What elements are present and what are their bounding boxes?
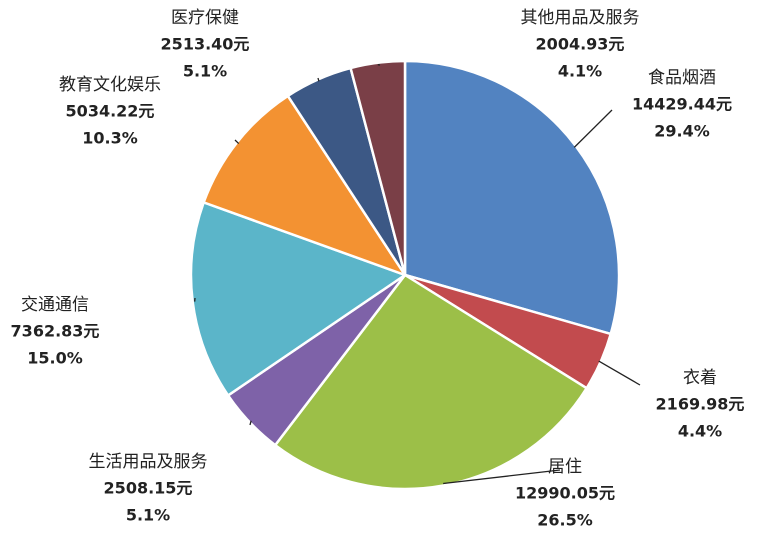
- leader-line: [573, 109, 613, 148]
- leader-line: [317, 77, 320, 82]
- value-label: 5034.22元: [66, 102, 155, 121]
- value-label: 2004.93元: [536, 35, 625, 54]
- percentage-label: 4.1%: [558, 62, 602, 81]
- value-label: 7362.83元: [11, 322, 100, 341]
- value-label: 14429.44元: [632, 95, 732, 114]
- slice-label: 居住: [548, 457, 582, 477]
- slice-label: 衣着: [683, 368, 717, 388]
- leader-line: [234, 139, 240, 145]
- value-label: 2508.15元: [104, 479, 193, 498]
- percentage-label: 26.5%: [537, 511, 593, 530]
- slice-label: 教育文化娱乐: [59, 75, 161, 95]
- leader-line: [249, 420, 252, 426]
- slice-label: 医疗保健: [171, 8, 239, 28]
- pie-slice: [273, 273, 589, 491]
- slice-label: 食品烟酒: [648, 68, 716, 88]
- slice-label: 生活用品及服务: [89, 452, 208, 472]
- slice-label: 其他用品及服务: [521, 8, 640, 28]
- percentage-label: 15.0%: [27, 349, 83, 368]
- percentage-label: 4.4%: [678, 422, 722, 441]
- percentage-label: 29.4%: [654, 122, 710, 141]
- slice-label: 交通通信: [21, 295, 89, 315]
- value-label: 12990.05元: [515, 484, 615, 503]
- value-label: 2513.40元: [161, 35, 250, 54]
- leader-line: [598, 360, 641, 386]
- pie-slice: [349, 59, 407, 276]
- percentage-label: 10.3%: [82, 129, 138, 148]
- leader-line: [443, 469, 561, 485]
- percentage-label: 5.1%: [183, 62, 227, 81]
- percentage-label: 5.1%: [126, 506, 170, 525]
- pie-slice: [189, 200, 408, 398]
- value-label: 2169.98元: [656, 395, 745, 414]
